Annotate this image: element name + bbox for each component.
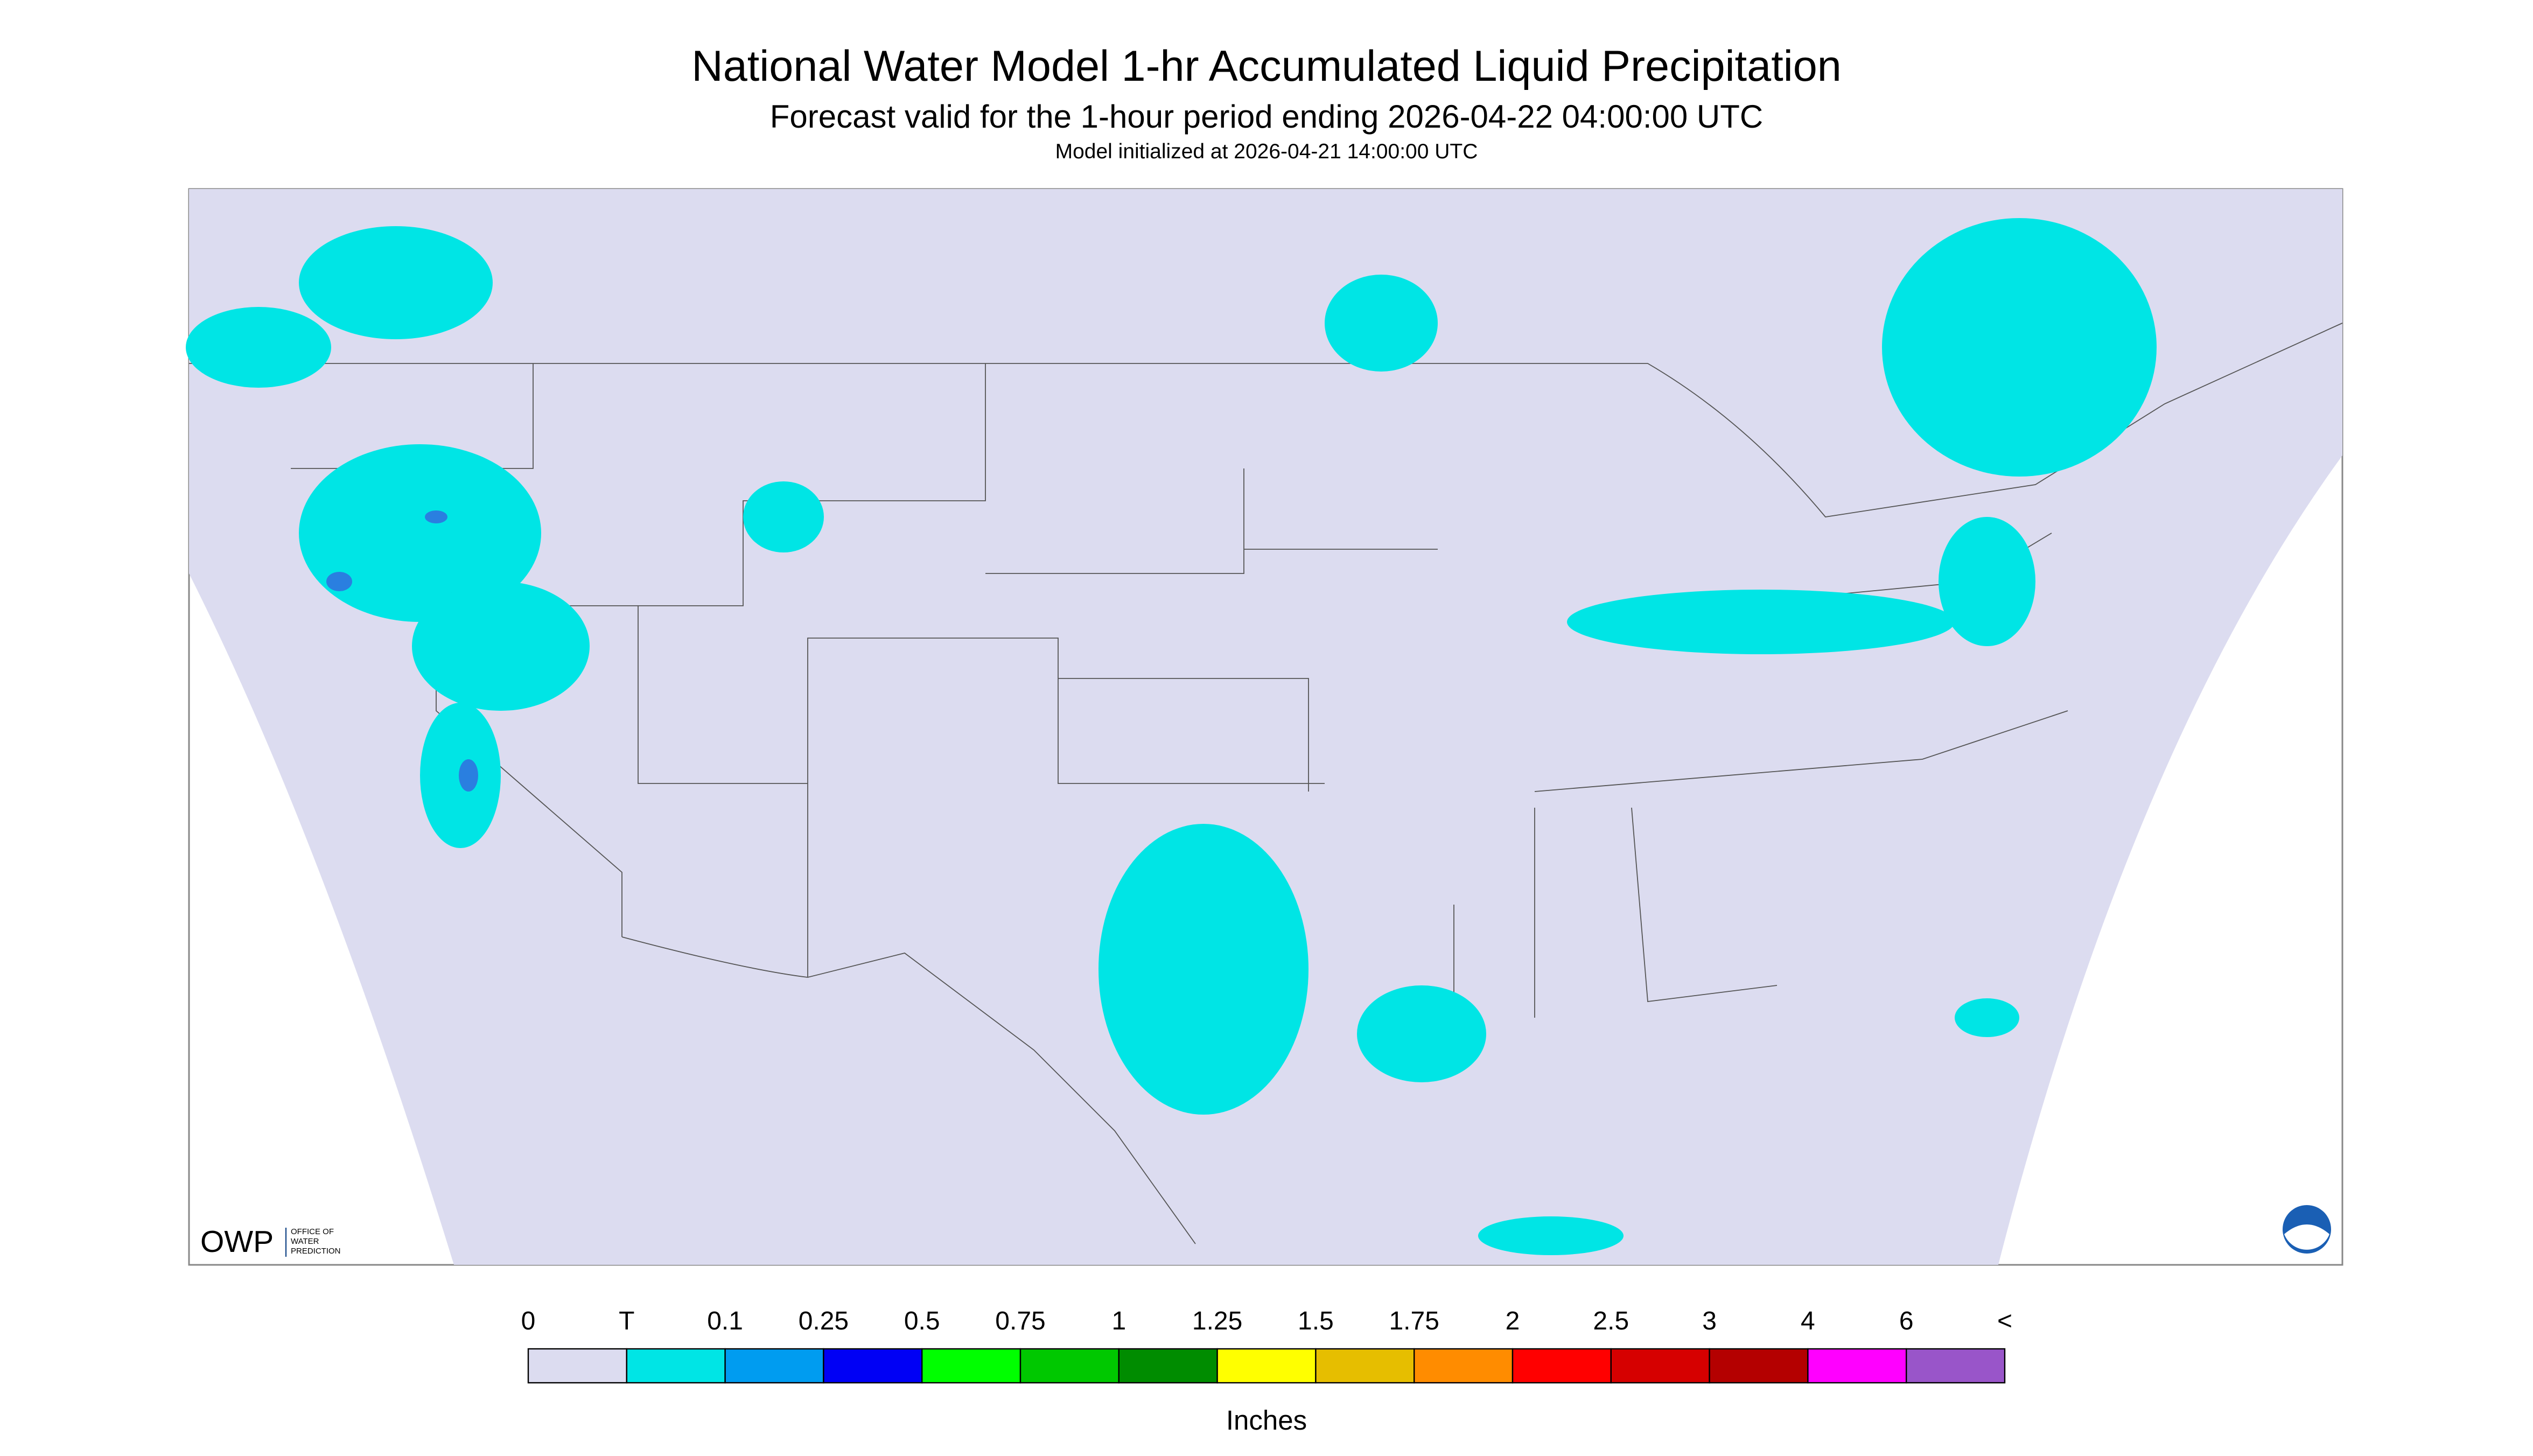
legend-label: 3 [1702,1307,1717,1335]
legend-swatch [724,1348,824,1384]
rain-area [1478,1216,1624,1256]
noaa-wave [2284,1224,2329,1250]
rain-area [412,582,590,711]
precipitation [186,218,2157,1256]
legend-swatch [823,1348,923,1384]
rain-area [1939,517,2035,647]
logo-line: PREDICTION [291,1247,341,1256]
logo-line: OFFICE OF [291,1227,334,1236]
legend-swatch [527,1348,628,1384]
map: OWP OFFICE OF WATER PREDICTION [186,188,2343,1266]
heavy-rain [326,572,352,592]
legend-label: 0.25 [799,1307,849,1335]
legend-swatch [921,1348,1021,1384]
subtitle: Forecast valid for the 1-hour period end… [770,99,1763,135]
rain-area [186,307,331,388]
heavy-rain [459,759,478,792]
heavy-rain [425,510,447,524]
rain-area [1882,218,2157,477]
legend-label: < [1997,1307,2012,1335]
legend-swatch [1807,1348,1907,1384]
rain-area [1325,275,1438,372]
legend-swatch [626,1348,726,1384]
legend-label: 1.25 [1192,1307,1242,1335]
legend-label: 0.1 [707,1307,743,1335]
noaa-logo [2283,1205,2331,1254]
border-line [189,323,2343,517]
legend-label: 4 [1801,1307,1815,1335]
model-domain [189,189,2342,1265]
init-note: Model initialized at 2026-04-21 14:00:00… [1055,140,1478,163]
legend-label: 0.75 [995,1307,1045,1335]
rain-area [743,481,824,553]
logo-abbreviation: OWP [200,1224,274,1259]
rain-area [1098,824,1309,1115]
rain-area [299,444,541,622]
legend-swatch [1709,1348,1809,1384]
legend-label: 1 [1111,1307,1126,1335]
legend-label: 1.5 [1298,1307,1334,1335]
legend-swatch [1610,1348,1710,1384]
legend-label: T [619,1307,634,1335]
legend-swatch [1216,1348,1317,1384]
rain-area [299,226,493,340]
legend-label: 0 [521,1307,536,1335]
title: National Water Model 1-hr Accumulated Li… [691,42,1842,90]
legend-label: 0.5 [904,1307,940,1335]
legend-unit: Inches [1226,1405,1307,1436]
legend: Inches 0 T 0.1 0.25 0.5 0.75 1 1.25 1.5 1.75 2 2.5 3… [521,1307,2012,1436]
logo-line: WATER [291,1237,319,1246]
rain-area [1955,998,2019,1038]
legend-swatch [1019,1348,1120,1384]
boundaries [189,323,2343,1244]
owp-logo: OWP OFFICE OF WATER PREDICTION [200,1224,341,1259]
rain-area [1567,590,1955,655]
state-lines [291,363,2068,1244]
legend-swatch [1118,1348,1218,1384]
legend-label: 2 [1506,1307,1520,1335]
legend-label: 6 [1899,1307,1914,1335]
rain-area [1357,985,1486,1083]
legend-swatch [1414,1348,1514,1384]
legend-swatch [1512,1348,1612,1384]
legend-swatch [1905,1348,2006,1384]
legend-label: 1.75 [1389,1307,1439,1335]
legend-label: 2.5 [1593,1307,1629,1335]
legend-swatch [1315,1348,1415,1384]
